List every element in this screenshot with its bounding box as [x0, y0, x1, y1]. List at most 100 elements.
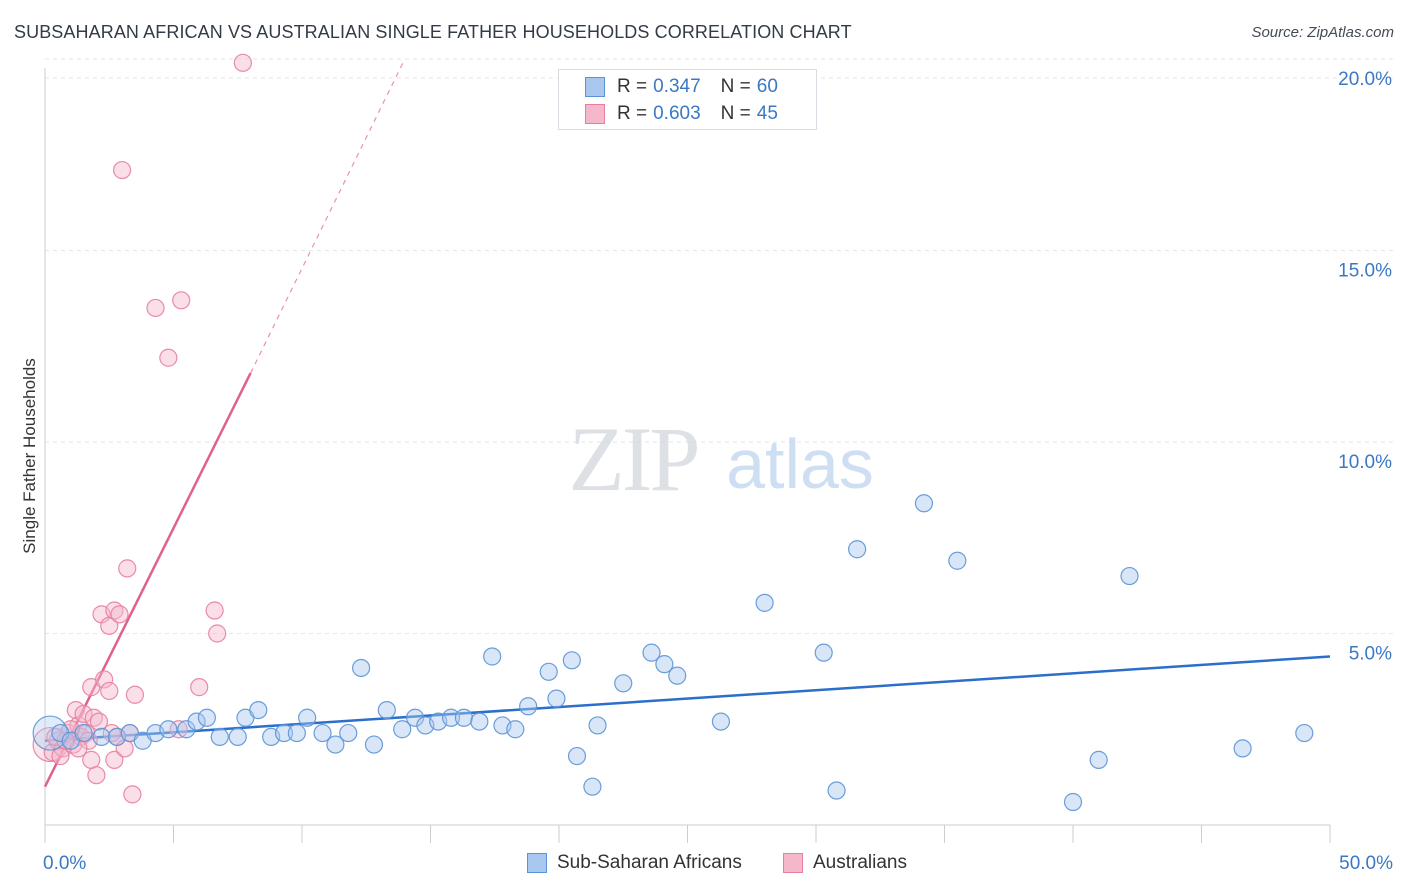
point-subsaharan [583, 777, 602, 796]
legend-r-value: 0.347 [653, 76, 701, 97]
point-subsaharan [642, 643, 661, 662]
point-subsaharan [668, 666, 687, 685]
point-australians [125, 685, 145, 704]
point-australians [205, 601, 224, 620]
point-subsaharan [1063, 792, 1083, 812]
point-subsaharan [210, 727, 229, 747]
point-subsaharan [519, 697, 538, 716]
point-australians [172, 291, 191, 310]
point-australians [169, 720, 188, 739]
point-australians [110, 605, 129, 624]
watermark-zip: ZIP [569, 408, 698, 510]
legend-r-label: R = [617, 103, 648, 124]
point-subsaharan [377, 700, 396, 720]
x-tick-label-min: 0.0% [43, 853, 86, 874]
point-subsaharan [274, 723, 294, 743]
point-australians [208, 624, 227, 643]
trend-line-subsaharan [44, 655, 1331, 742]
watermark-atlas: atlas [726, 425, 874, 503]
point-subsaharan [483, 647, 502, 666]
point-subsaharan [298, 708, 317, 727]
point-subsaharan [562, 651, 581, 670]
series-label-subsaharan: Sub-Saharan Africans [557, 852, 742, 873]
point-subsaharan [393, 720, 412, 739]
point-subsaharan [827, 781, 846, 800]
point-australians [123, 785, 142, 804]
point-subsaharan [1233, 739, 1252, 758]
tick-labels: 5.0% 10.0% 15.0% 20.0% 0.0% 50.0% [43, 69, 1393, 874]
legend-n-value: 60 [756, 76, 778, 97]
legend-row-australians: R = 0.603 N = 45 [585, 103, 778, 125]
point-subsaharan [339, 723, 358, 743]
y-tick-label: 5.0% [1349, 644, 1392, 665]
legend-n-value: 45 [756, 103, 778, 124]
point-australians [105, 750, 124, 769]
y-tick-label: 20.0% [1338, 69, 1392, 90]
legend-r-label: R = [617, 76, 648, 97]
point-subsaharan [159, 720, 178, 739]
point-australians [87, 766, 106, 785]
y-tick-label: 15.0% [1338, 261, 1392, 282]
point-subsaharan [92, 727, 111, 747]
x-tick-label-max: 50.0% [1339, 853, 1393, 874]
trend-line-australians-extension [250, 58, 406, 374]
point-subsaharan [326, 735, 345, 754]
point-subsaharan [914, 494, 934, 513]
point-subsaharan [364, 735, 384, 754]
point-subsaharan [51, 723, 70, 743]
series-legend: Sub-Saharan Africans Australians [0, 852, 1406, 876]
point-subsaharan [547, 689, 566, 708]
legend-r-value: 0.603 [653, 103, 701, 124]
watermark: ZIP atlas [569, 408, 874, 510]
point-subsaharan [187, 712, 206, 731]
series-swatch-pink [783, 853, 803, 873]
point-subsaharan [177, 720, 196, 739]
point-subsaharan [655, 655, 674, 674]
legend-swatch-pink [585, 104, 605, 124]
y-tick-label: 10.0% [1338, 452, 1392, 473]
point-subsaharan [755, 593, 774, 612]
series-swatch-blue [527, 853, 547, 873]
point-subsaharan [287, 723, 306, 743]
series-legend-subsaharan[interactable]: Sub-Saharan Africans [527, 852, 742, 874]
point-subsaharan [948, 551, 967, 570]
correlation-legend: R = 0.347 N = 60 R = 0.603 N = 45 [558, 69, 817, 130]
point-subsaharan [74, 723, 93, 743]
point-subsaharan [249, 700, 268, 720]
point-subsaharan [539, 662, 558, 681]
point-subsaharan [228, 727, 247, 747]
legend-swatch-blue [585, 77, 605, 97]
point-australians [100, 681, 119, 701]
y-axis-label: Single Father Households [20, 358, 39, 554]
point-subsaharan [313, 723, 332, 743]
legend-n-label: N = [720, 103, 751, 124]
grid-lines [45, 58, 1395, 634]
source-label: Source: ZipAtlas.com [1251, 24, 1394, 41]
point-subsaharan [352, 658, 371, 678]
point-subsaharan [197, 708, 217, 727]
point-australians [190, 678, 209, 697]
point-australians [89, 712, 109, 731]
point-subsaharan [470, 712, 489, 731]
axes [44, 68, 1331, 843]
point-subsaharan [454, 708, 474, 727]
point-subsaharan [1120, 566, 1139, 586]
point-subsaharan [567, 746, 587, 766]
point-subsaharan [614, 674, 633, 693]
point-subsaharan [405, 708, 425, 727]
series-legend-australians[interactable]: Australians [783, 852, 907, 874]
point-subsaharan [1295, 723, 1314, 743]
point-subsaharan [441, 708, 461, 727]
point-subsaharan [588, 716, 607, 735]
series-label-australians: Australians [813, 852, 907, 873]
point-australians [233, 53, 252, 72]
chart-title: SUBSAHARAN AFRICAN VS AUSTRALIAN SINGLE … [14, 22, 852, 42]
point-subsaharan [814, 643, 833, 662]
data-points [32, 53, 1314, 812]
point-subsaharan [711, 712, 731, 731]
point-australians [146, 298, 165, 318]
point-subsaharan [506, 720, 525, 739]
legend-row-subsaharan: R = 0.347 N = 60 [585, 76, 778, 98]
point-australians [95, 670, 114, 689]
